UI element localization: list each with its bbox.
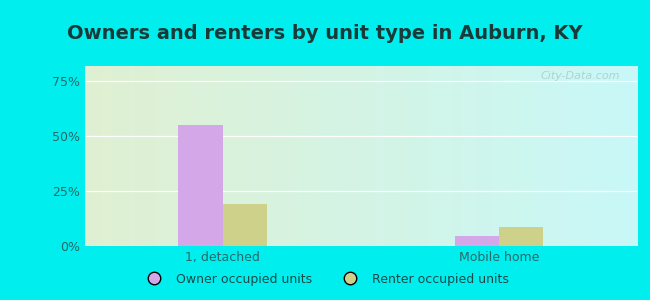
Text: Owners and renters by unit type in Auburn, KY: Owners and renters by unit type in Aubur… xyxy=(67,24,583,43)
Legend: Owner occupied units, Renter occupied units: Owner occupied units, Renter occupied un… xyxy=(136,268,514,291)
Bar xyxy=(222,204,266,246)
Bar xyxy=(499,227,543,246)
Text: City-Data.com: City-Data.com xyxy=(541,71,620,81)
Bar xyxy=(454,236,499,246)
Bar xyxy=(178,125,222,246)
